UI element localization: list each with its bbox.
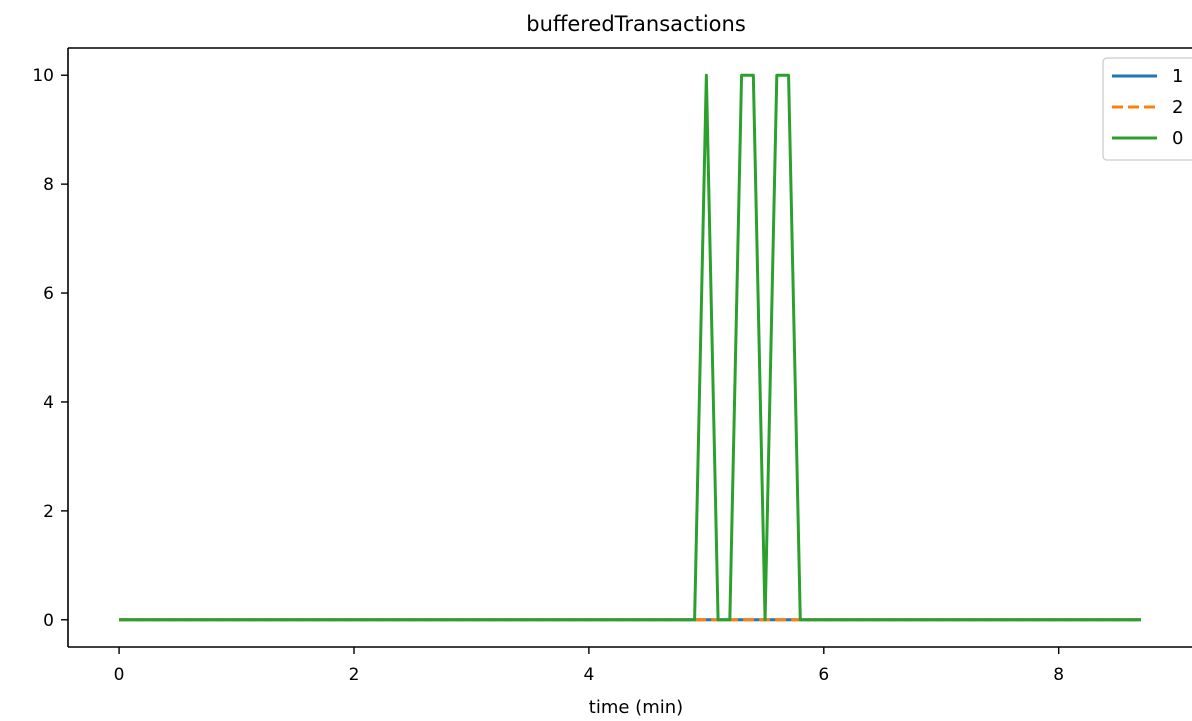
legend-label-2: 2 — [1172, 97, 1183, 118]
x-tick-label: 8 — [1053, 665, 1064, 685]
legend-label-0: 0 — [1172, 128, 1183, 149]
x-axis-ticks: 0 2 4 6 8 — [114, 647, 1064, 685]
x-tick-label: 4 — [583, 665, 594, 685]
x-axis-label: time (min) — [589, 697, 683, 718]
x-tick-label: 0 — [114, 665, 125, 685]
y-tick-label: 8 — [43, 175, 54, 195]
x-tick-label: 2 — [349, 665, 360, 685]
y-tick-label: 10 — [32, 66, 54, 86]
chart-title: bufferedTransactions — [526, 12, 746, 36]
series-layer — [119, 73, 1141, 622]
x-tick-label: 6 — [818, 665, 829, 685]
y-tick-label: 4 — [43, 393, 54, 413]
y-tick-label: 2 — [43, 502, 54, 522]
y-tick-label: 6 — [43, 284, 54, 304]
legend-box — [1102, 57, 1192, 161]
y-axis-ticks: 0 2 4 6 8 10 — [32, 66, 68, 631]
axes-frame — [67, 47, 1192, 648]
series-line-0 — [119, 73, 1141, 622]
y-tick-label: 0 — [43, 611, 54, 631]
legend-entries: 1 2 0 — [1112, 66, 1183, 149]
legend-label-1: 1 — [1172, 66, 1183, 87]
legend: 1 2 0 — [1102, 57, 1192, 161]
